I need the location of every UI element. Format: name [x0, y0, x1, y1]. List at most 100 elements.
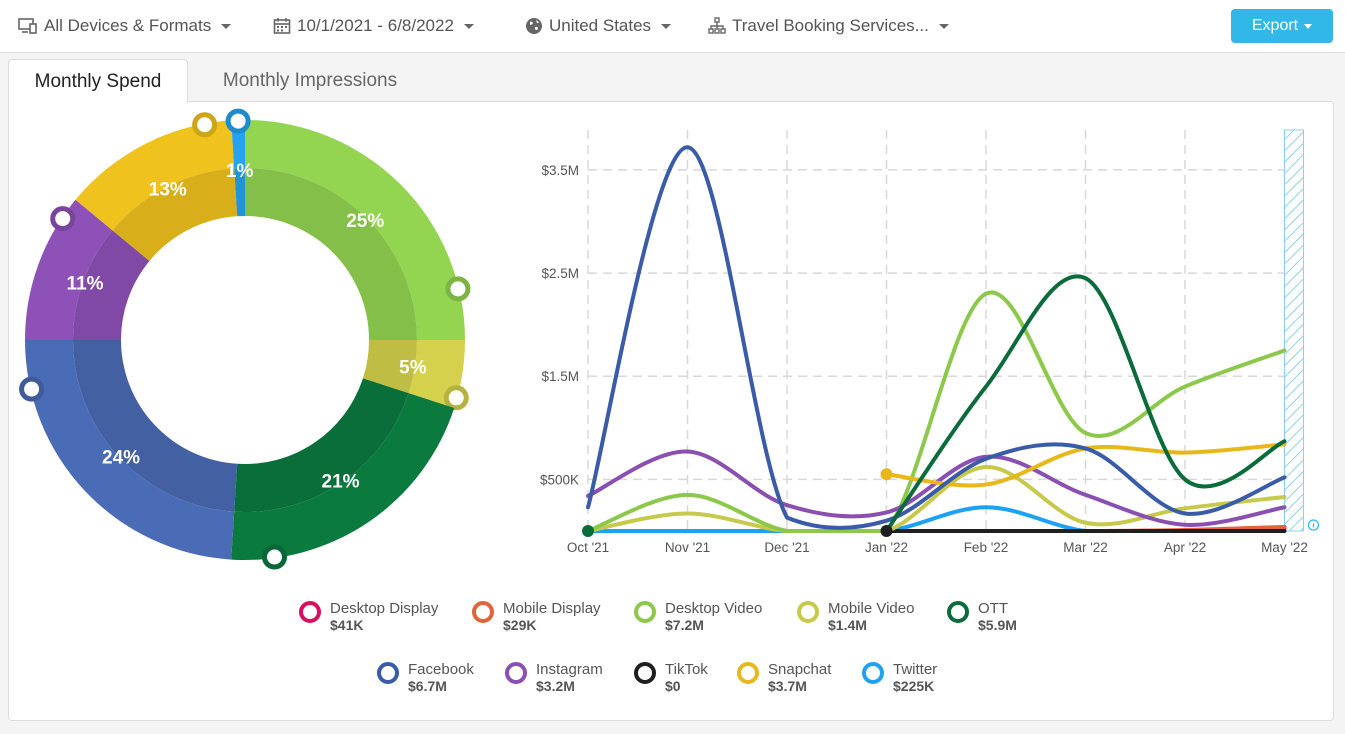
legend-name: Twitter [893, 661, 938, 678]
legend-name: Mobile Display [503, 600, 601, 617]
donut-label-desktop-video: 25% [346, 211, 384, 232]
series-line-desktop-video[interactable] [586, 290, 1287, 534]
donut-slice-desktop-video[interactable] [245, 120, 465, 340]
legend-value: $29K [503, 617, 537, 633]
legend-swatch-icon [472, 601, 494, 623]
devices-icon [18, 18, 37, 34]
x-tick-label: May '22 [1261, 540, 1308, 555]
legend-item-facebook[interactable]: Facebook $6.7M [377, 662, 474, 694]
x-tick-label: Dec '21 [764, 540, 809, 555]
donut-slice-inner-instagram [73, 230, 150, 340]
export-label: Export [1251, 17, 1299, 34]
category-filter[interactable]: Travel Booking Services... [708, 16, 949, 36]
legend-item-instagram[interactable]: Instagram $3.2M [505, 662, 603, 694]
y-tick-label: $3.5M [541, 163, 579, 178]
x-tick-label: Mar '22 [1063, 540, 1108, 555]
chart-panel: 25% 5% 21% 24% 11% 13% 1% Oct '21 Nov '21 Dec '2… [8, 101, 1334, 721]
donut-label-facebook: 24% [102, 447, 140, 468]
donut-chart: 25% 5% 21% 24% 11% 13% 1% [19, 108, 471, 570]
legend-name: Snapchat [768, 661, 832, 678]
legend-value: $3.7M [768, 678, 807, 694]
country-filter-label: United States [549, 16, 652, 35]
legend-swatch-icon [797, 601, 819, 623]
x-tick-label: Feb '22 [964, 540, 1009, 555]
legend-swatch-icon [634, 601, 656, 623]
legend-item-desktop-display[interactable]: Desktop Display $41K [299, 601, 438, 633]
donut-slice-ott[interactable] [231, 393, 455, 560]
legend-swatch-icon [634, 662, 656, 684]
date-range-filter[interactable]: 10/1/2021 - 6/8/2022 [273, 16, 474, 36]
devices-filter-label: All Devices & Formats [44, 16, 212, 35]
series-line-facebook[interactable] [586, 145, 1287, 530]
donut-label-instagram: 11% [67, 273, 104, 294]
x-tick-label: Apr '22 [1164, 540, 1206, 555]
legend-value: $7.2M [665, 617, 704, 633]
legend-swatch-icon [377, 662, 399, 684]
legend-name: OTT [978, 600, 1008, 617]
donut-slice-inner-ott [234, 378, 409, 512]
donut-slice-inner-mobile-video [362, 340, 417, 394]
legend-item-snapchat[interactable]: Snapchat $3.7M [737, 662, 831, 694]
tab-monthly-impressions[interactable]: Monthly Impressions [195, 59, 425, 102]
donut-slice-facebook[interactable] [25, 340, 235, 560]
chevron-down-icon [221, 23, 232, 29]
line-chart: Oct '21 Nov '21 Dec '21 Jan '22 Feb '22 Mar '… [540, 129, 1320, 555]
donut-label-twitter: 1% [226, 161, 254, 182]
legend-name: TikTok [665, 661, 708, 678]
donut-slice-inner-facebook [73, 340, 238, 512]
legend-name: Instagram [536, 661, 603, 678]
chevron-down-icon [661, 23, 672, 29]
series-line-ott[interactable] [884, 274, 1287, 533]
legend-item-ott[interactable]: OTT $5.9M [947, 601, 1017, 633]
legend-value: $41K [330, 617, 364, 633]
legend-value: $3.2M [536, 678, 575, 694]
legend-swatch-icon [737, 662, 759, 684]
donut-slice-inner-twitter [234, 168, 245, 217]
legend-swatch-icon [947, 601, 969, 623]
legend-value: $6.7M [408, 678, 447, 694]
legend-item-tiktok[interactable]: TikTok $0 [634, 662, 708, 694]
country-filter[interactable]: United States [525, 16, 672, 36]
donut-slice-instagram[interactable] [25, 199, 113, 340]
tab-monthly-spend-label: Monthly Spend [34, 70, 162, 92]
chevron-down-icon [1304, 23, 1313, 29]
devices-filter[interactable]: All Devices & Formats [18, 16, 232, 36]
legend-value: $1.4M [828, 617, 867, 633]
chevron-down-icon [938, 23, 949, 29]
legend-value: $225K [893, 678, 935, 694]
donut-label-ott: 21% [322, 472, 360, 493]
donut-marker-twitter [225, 108, 251, 134]
donut-slice-inner-desktop-video [245, 168, 417, 340]
legend-swatch-icon [505, 662, 527, 684]
donut-label-mobile-video: 5% [399, 358, 427, 379]
donut-marker-instagram [50, 206, 76, 232]
series-start-point-snapchat [880, 468, 893, 481]
legend-item-twitter[interactable]: Twitter $225K [862, 662, 937, 694]
legend-name: Desktop Display [330, 600, 439, 617]
legend-name: Desktop Video [665, 600, 763, 617]
tab-monthly-impressions-label: Monthly Impressions [222, 69, 398, 91]
legend-swatch-icon [299, 601, 321, 623]
category-filter-label: Travel Booking Services... [732, 16, 929, 35]
legend-item-desktop-video[interactable]: Desktop Video $7.2M [634, 601, 762, 633]
info-icon[interactable] [1307, 519, 1320, 531]
series-start-point-ott [582, 525, 594, 537]
chevron-down-icon [463, 23, 474, 29]
legend-name: Mobile Video [828, 600, 915, 617]
series-line-instagram[interactable] [586, 449, 1287, 527]
donut-marker-desktop-video [445, 276, 471, 302]
globe-icon [526, 18, 542, 34]
partial-period-band [1284, 129, 1304, 532]
export-button[interactable]: Export [1231, 9, 1333, 43]
y-tick-label: $500K [540, 472, 579, 487]
tab-monthly-spend[interactable]: Monthly Spend [8, 59, 188, 103]
donut-marker-facebook [19, 376, 45, 402]
donut-marker-snapchat [192, 112, 218, 138]
donut-slice-inner-snapchat [112, 168, 238, 261]
calendar-icon [273, 18, 291, 34]
donut-slice-snapchat[interactable] [75, 120, 235, 231]
x-tick-label: Nov '21 [665, 540, 710, 555]
legend-item-mobile-video[interactable]: Mobile Video $1.4M [797, 601, 914, 633]
donut-marker-ott [261, 544, 287, 570]
legend-item-mobile-display[interactable]: Mobile Display $29K [472, 601, 601, 633]
